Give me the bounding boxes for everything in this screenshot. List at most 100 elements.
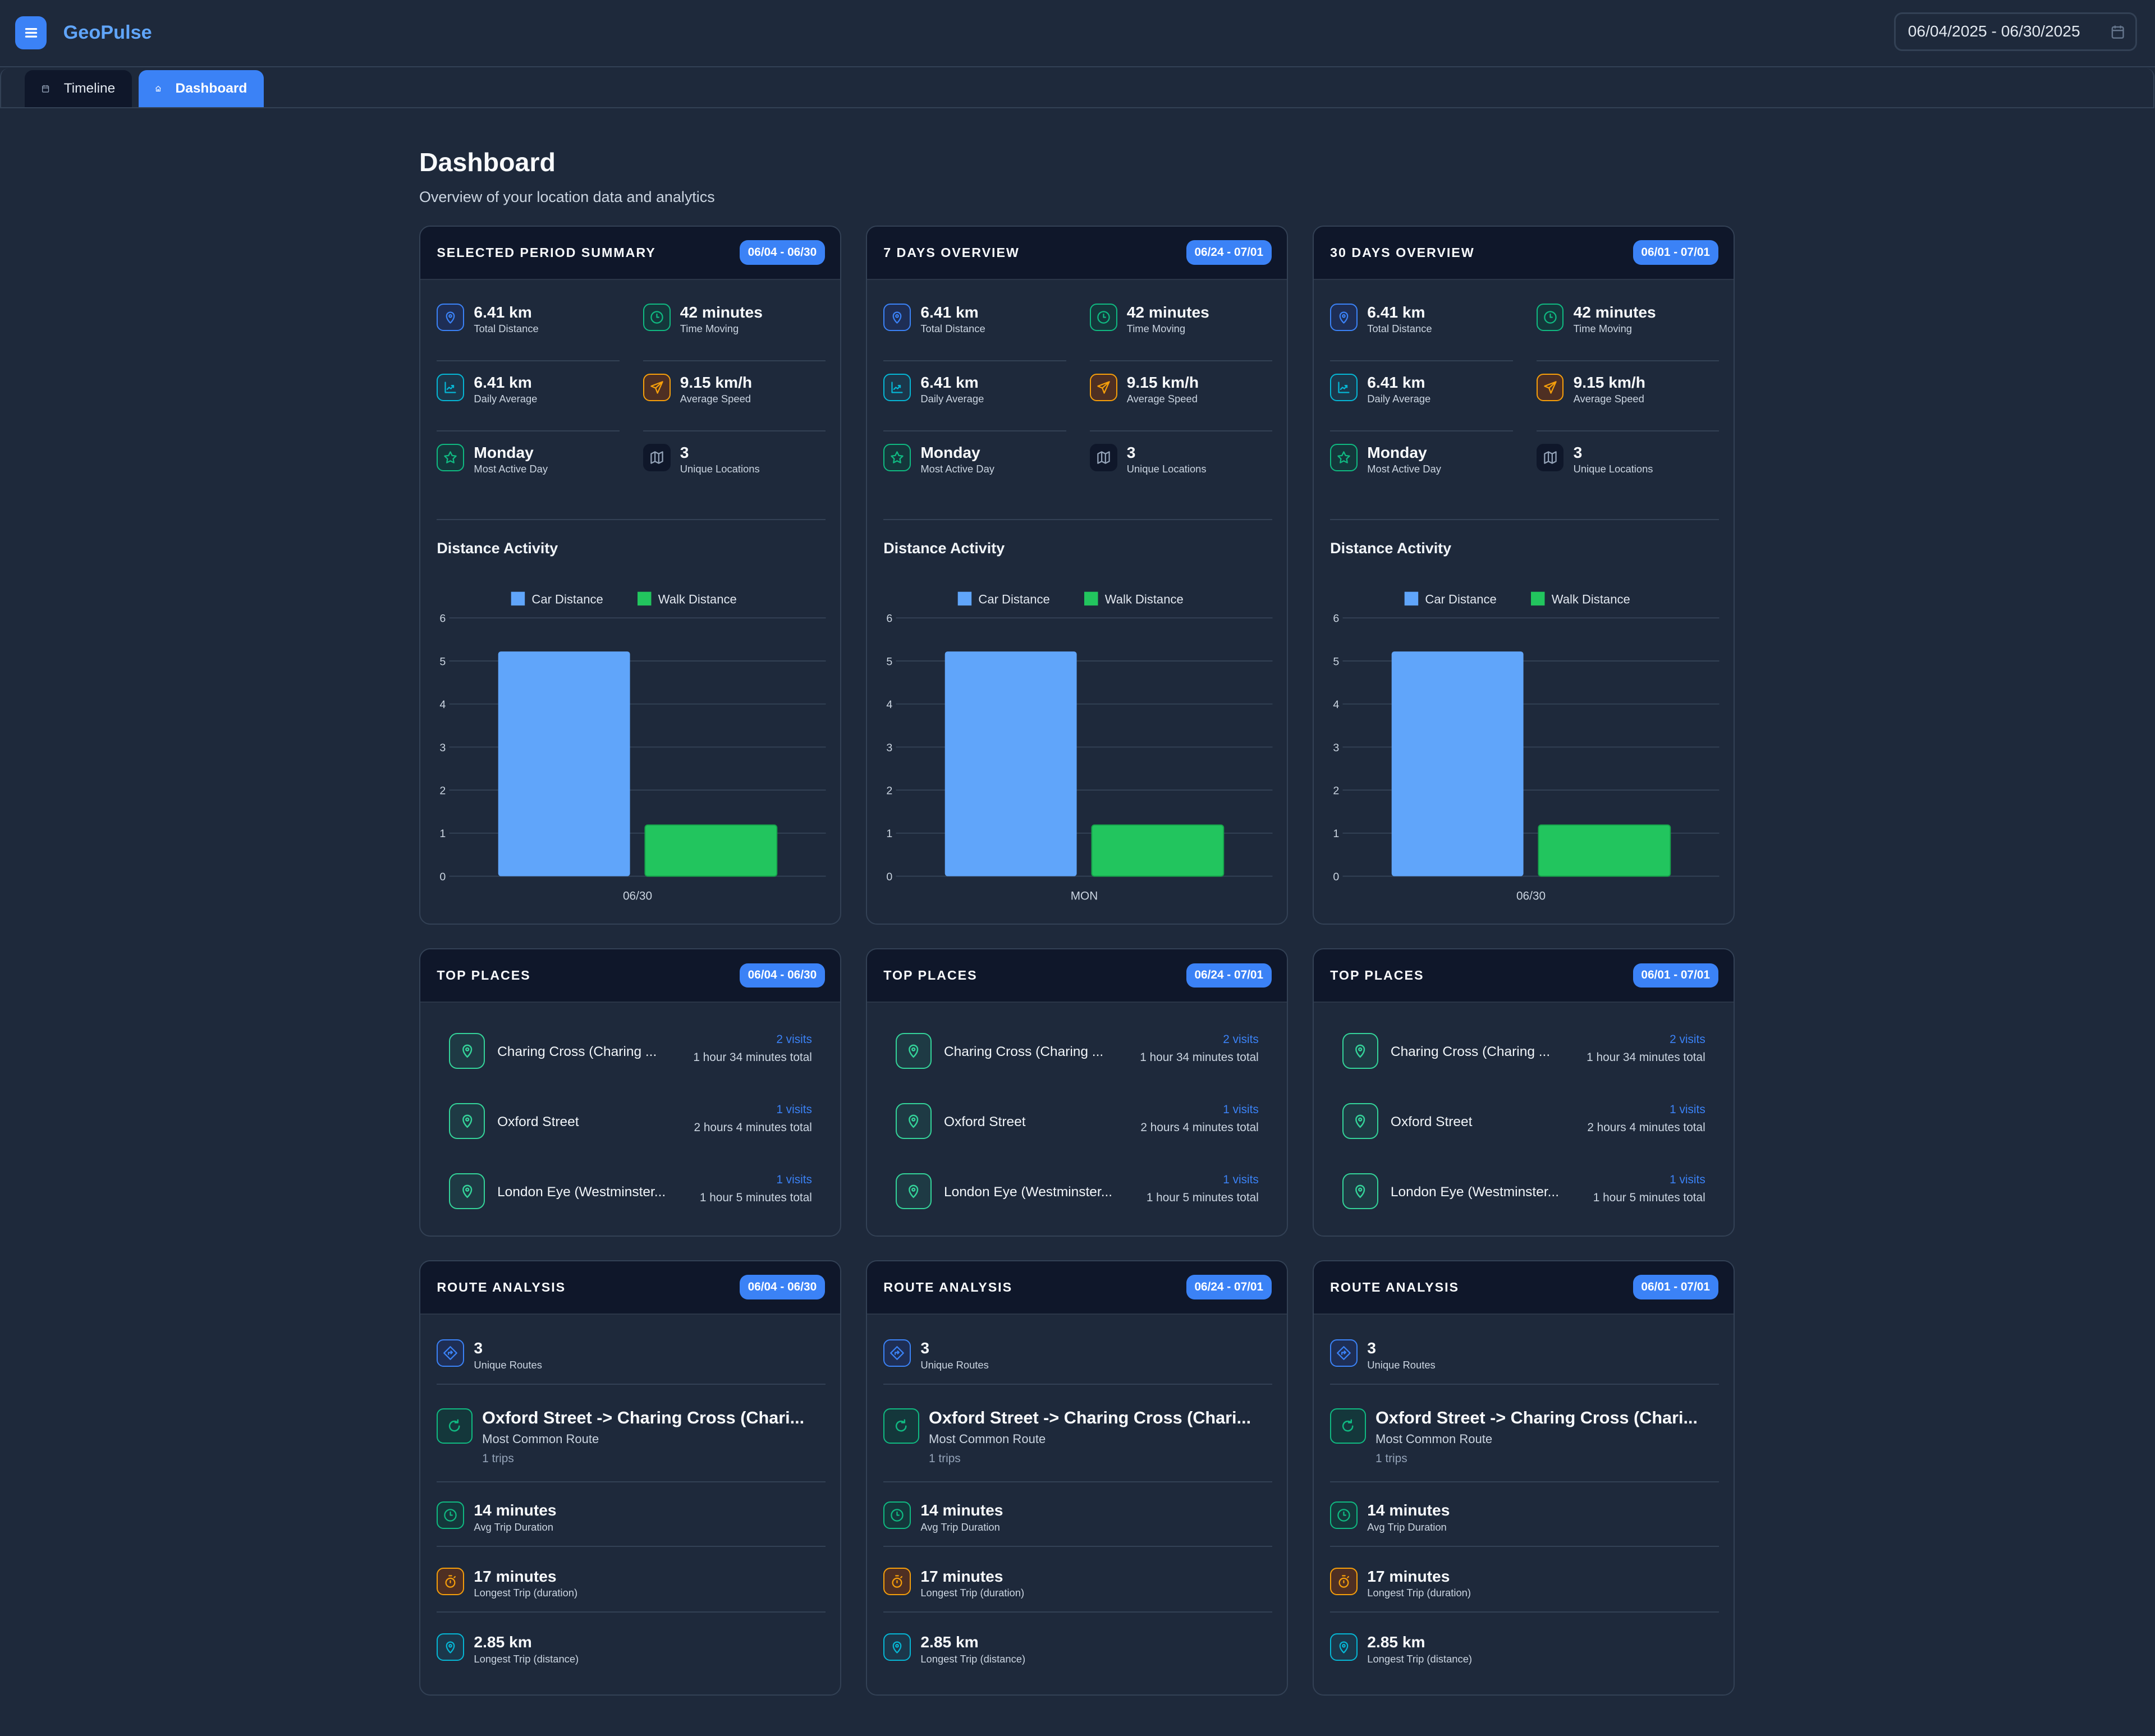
y-tick-label: 4 [886, 699, 892, 711]
y-tick-label: 1 [439, 828, 446, 841]
route-icon [443, 1346, 458, 1361]
unique-routes: 3 Unique Routes [437, 1339, 826, 1371]
route-icon [890, 1346, 905, 1361]
place-visits: 2 visits [1223, 1033, 1259, 1046]
tab-timeline[interactable]: Timeline [24, 70, 132, 107]
route-stat: 17 minutes Longest Trip (duration) [437, 1567, 826, 1599]
stat-value: 2.85 km [474, 1633, 532, 1651]
stat-item: 9.15 km/h Average Speed [1089, 373, 1273, 431]
stat-value: 6.41 km [920, 303, 979, 321]
place-item[interactable]: Charing Cross (Charing ... 2 visits 1 hour… [449, 1033, 812, 1072]
place-icon-box [1342, 1103, 1378, 1139]
date-badge: 06/04 - 06/30 [739, 963, 825, 988]
stat-value: 9.15 km/h [680, 373, 753, 391]
place-icon-box [449, 1033, 485, 1069]
y-tick-label: 0 [886, 871, 892, 883]
place-item[interactable]: Oxford Street 1 visits 2 hours 4 minutes t… [449, 1103, 812, 1142]
chart-title: Distance Activity [883, 539, 1005, 557]
route-stat: 2.85 km Longest Trip (distance) [1330, 1633, 1719, 1665]
divider [437, 1611, 826, 1613]
divider [1330, 1481, 1720, 1482]
stat-label: Daily Average [920, 392, 984, 405]
legend-label: Car Distance [531, 593, 603, 607]
card-header: ROUTE ANALYSIS 06/01 - 07/01 [1313, 1261, 1734, 1315]
place-item[interactable]: London Eye (Westminster... 1 visits 1 hour… [1342, 1173, 1705, 1212]
place-item[interactable]: Oxford Street 1 visits 2 hours 4 minutes t… [1342, 1103, 1705, 1142]
y-tick-label: 1 [1333, 828, 1339, 841]
place-name: London Eye (Westminster... [497, 1184, 666, 1200]
stopwatch-icon-box [883, 1567, 911, 1595]
stat-value: 6.41 km [1367, 373, 1425, 391]
clock-icon-box [1089, 303, 1117, 331]
divider [883, 1383, 1273, 1385]
pin-icon [446, 311, 455, 324]
distance-chart: 0 1 2 3 4 5 6 Car Distance Walk Distance 06/30 [1333, 592, 1720, 903]
date-range-picker[interactable]: 06/04/2025 - 06/30/2025 [1893, 12, 2138, 51]
place-total: 1 hour 34 minutes total [1587, 1051, 1705, 1064]
stat-item: 42 minutes Time Moving [1089, 303, 1273, 361]
place-item[interactable]: Oxford Street 1 visits 2 hours 4 minutes t… [896, 1103, 1259, 1142]
stat-label: Time Moving [1573, 323, 1633, 335]
place-item[interactable]: Charing Cross (Charing ... 2 visits 1 hour… [896, 1033, 1259, 1072]
most-common-route: Oxford Street -> Charing Cross (Chari...… [1330, 1408, 1719, 1466]
place-icon-box [449, 1173, 485, 1209]
route-stat: 2.85 km Longest Trip (distance) [437, 1633, 826, 1665]
divider [437, 1481, 826, 1482]
route-icon [1337, 1346, 1351, 1361]
place-visits: 1 visits [1670, 1173, 1705, 1186]
divider [883, 1545, 1273, 1547]
card-title: TOP PLACES [1330, 967, 1424, 982]
most-common-route: Oxford Street -> Charing Cross (Chari...… [437, 1408, 826, 1466]
stat-value: 3 [920, 1339, 930, 1357]
distance-chart: 0 1 2 3 4 5 6 Car Distance Walk Distance 06/30 [439, 592, 826, 903]
place-visits: 1 visits [776, 1173, 812, 1186]
legend-swatch [637, 592, 652, 606]
route-stat: 17 minutes Longest Trip (duration) [883, 1567, 1272, 1599]
stat-label: Total Distance [920, 323, 985, 335]
divider [1330, 519, 1720, 520]
route-icon-box [1330, 1339, 1358, 1367]
place-item[interactable]: London Eye (Westminster... 1 visits 1 hour… [449, 1173, 812, 1212]
stat-label: Longest Trip (distance) [474, 1652, 579, 1665]
stat-value: 6.41 km [474, 373, 532, 391]
star-icon [891, 451, 904, 463]
place-visits: 1 visits [1223, 1173, 1259, 1186]
stat-label: Daily Average [1367, 392, 1431, 405]
clock-icon-box [883, 1501, 911, 1530]
card-header: SELECTED PERIOD SUMMARY 06/04 - 06/30 [420, 226, 840, 280]
y-tick-label: 2 [1333, 785, 1339, 797]
route-stat: 14 minutes Avg Trip Duration [437, 1501, 826, 1533]
pin-icon [1339, 311, 1349, 324]
send-icon [1543, 380, 1557, 394]
stat-value: 3 [1126, 443, 1136, 461]
map-icon [1543, 451, 1557, 464]
tab-dashboard[interactable]: Dashboard [138, 70, 264, 107]
pin-icon-box [1330, 1633, 1358, 1661]
place-item[interactable]: Charing Cross (Charing ... 2 visits 1 hour… [1342, 1033, 1705, 1072]
stat-value: 9.15 km/h [1573, 373, 1645, 391]
stat-value: 14 minutes [1367, 1501, 1450, 1519]
unique-routes: 3 Unique Routes [1330, 1339, 1719, 1371]
refresh-icon-box [1330, 1408, 1366, 1444]
stat-value: 17 minutes [920, 1567, 1003, 1585]
unique-routes: 3 Unique Routes [883, 1339, 1272, 1371]
place-total: 1 hour 34 minutes total [1140, 1051, 1259, 1064]
stat-value: 3 [474, 1339, 483, 1357]
y-tick-label: 3 [439, 742, 446, 754]
y-tick-label: 4 [1333, 699, 1339, 711]
stat-label: Unique Routes [920, 1358, 989, 1371]
app-title[interactable]: GeoPulse [63, 22, 152, 44]
tab-label: Dashboard [175, 80, 247, 96]
place-item[interactable]: London Eye (Westminster... 1 visits 1 hour… [896, 1173, 1259, 1212]
stat-label: Average Speed [680, 392, 751, 405]
stat-label: Longest Trip (distance) [920, 1652, 1026, 1665]
y-tick-label: 2 [439, 785, 446, 797]
menu-button[interactable] [15, 16, 47, 50]
stat-item: 6.41 km Daily Average [437, 373, 620, 431]
card-header: ROUTE ANALYSIS 06/04 - 06/30 [420, 1261, 840, 1315]
stat-label: Unique Locations [680, 462, 760, 475]
stat-item: 6.41 km Total Distance [883, 303, 1066, 361]
send-icon [1097, 380, 1110, 394]
tab-label: Timeline [63, 80, 116, 96]
chart-icon-box [437, 373, 465, 401]
